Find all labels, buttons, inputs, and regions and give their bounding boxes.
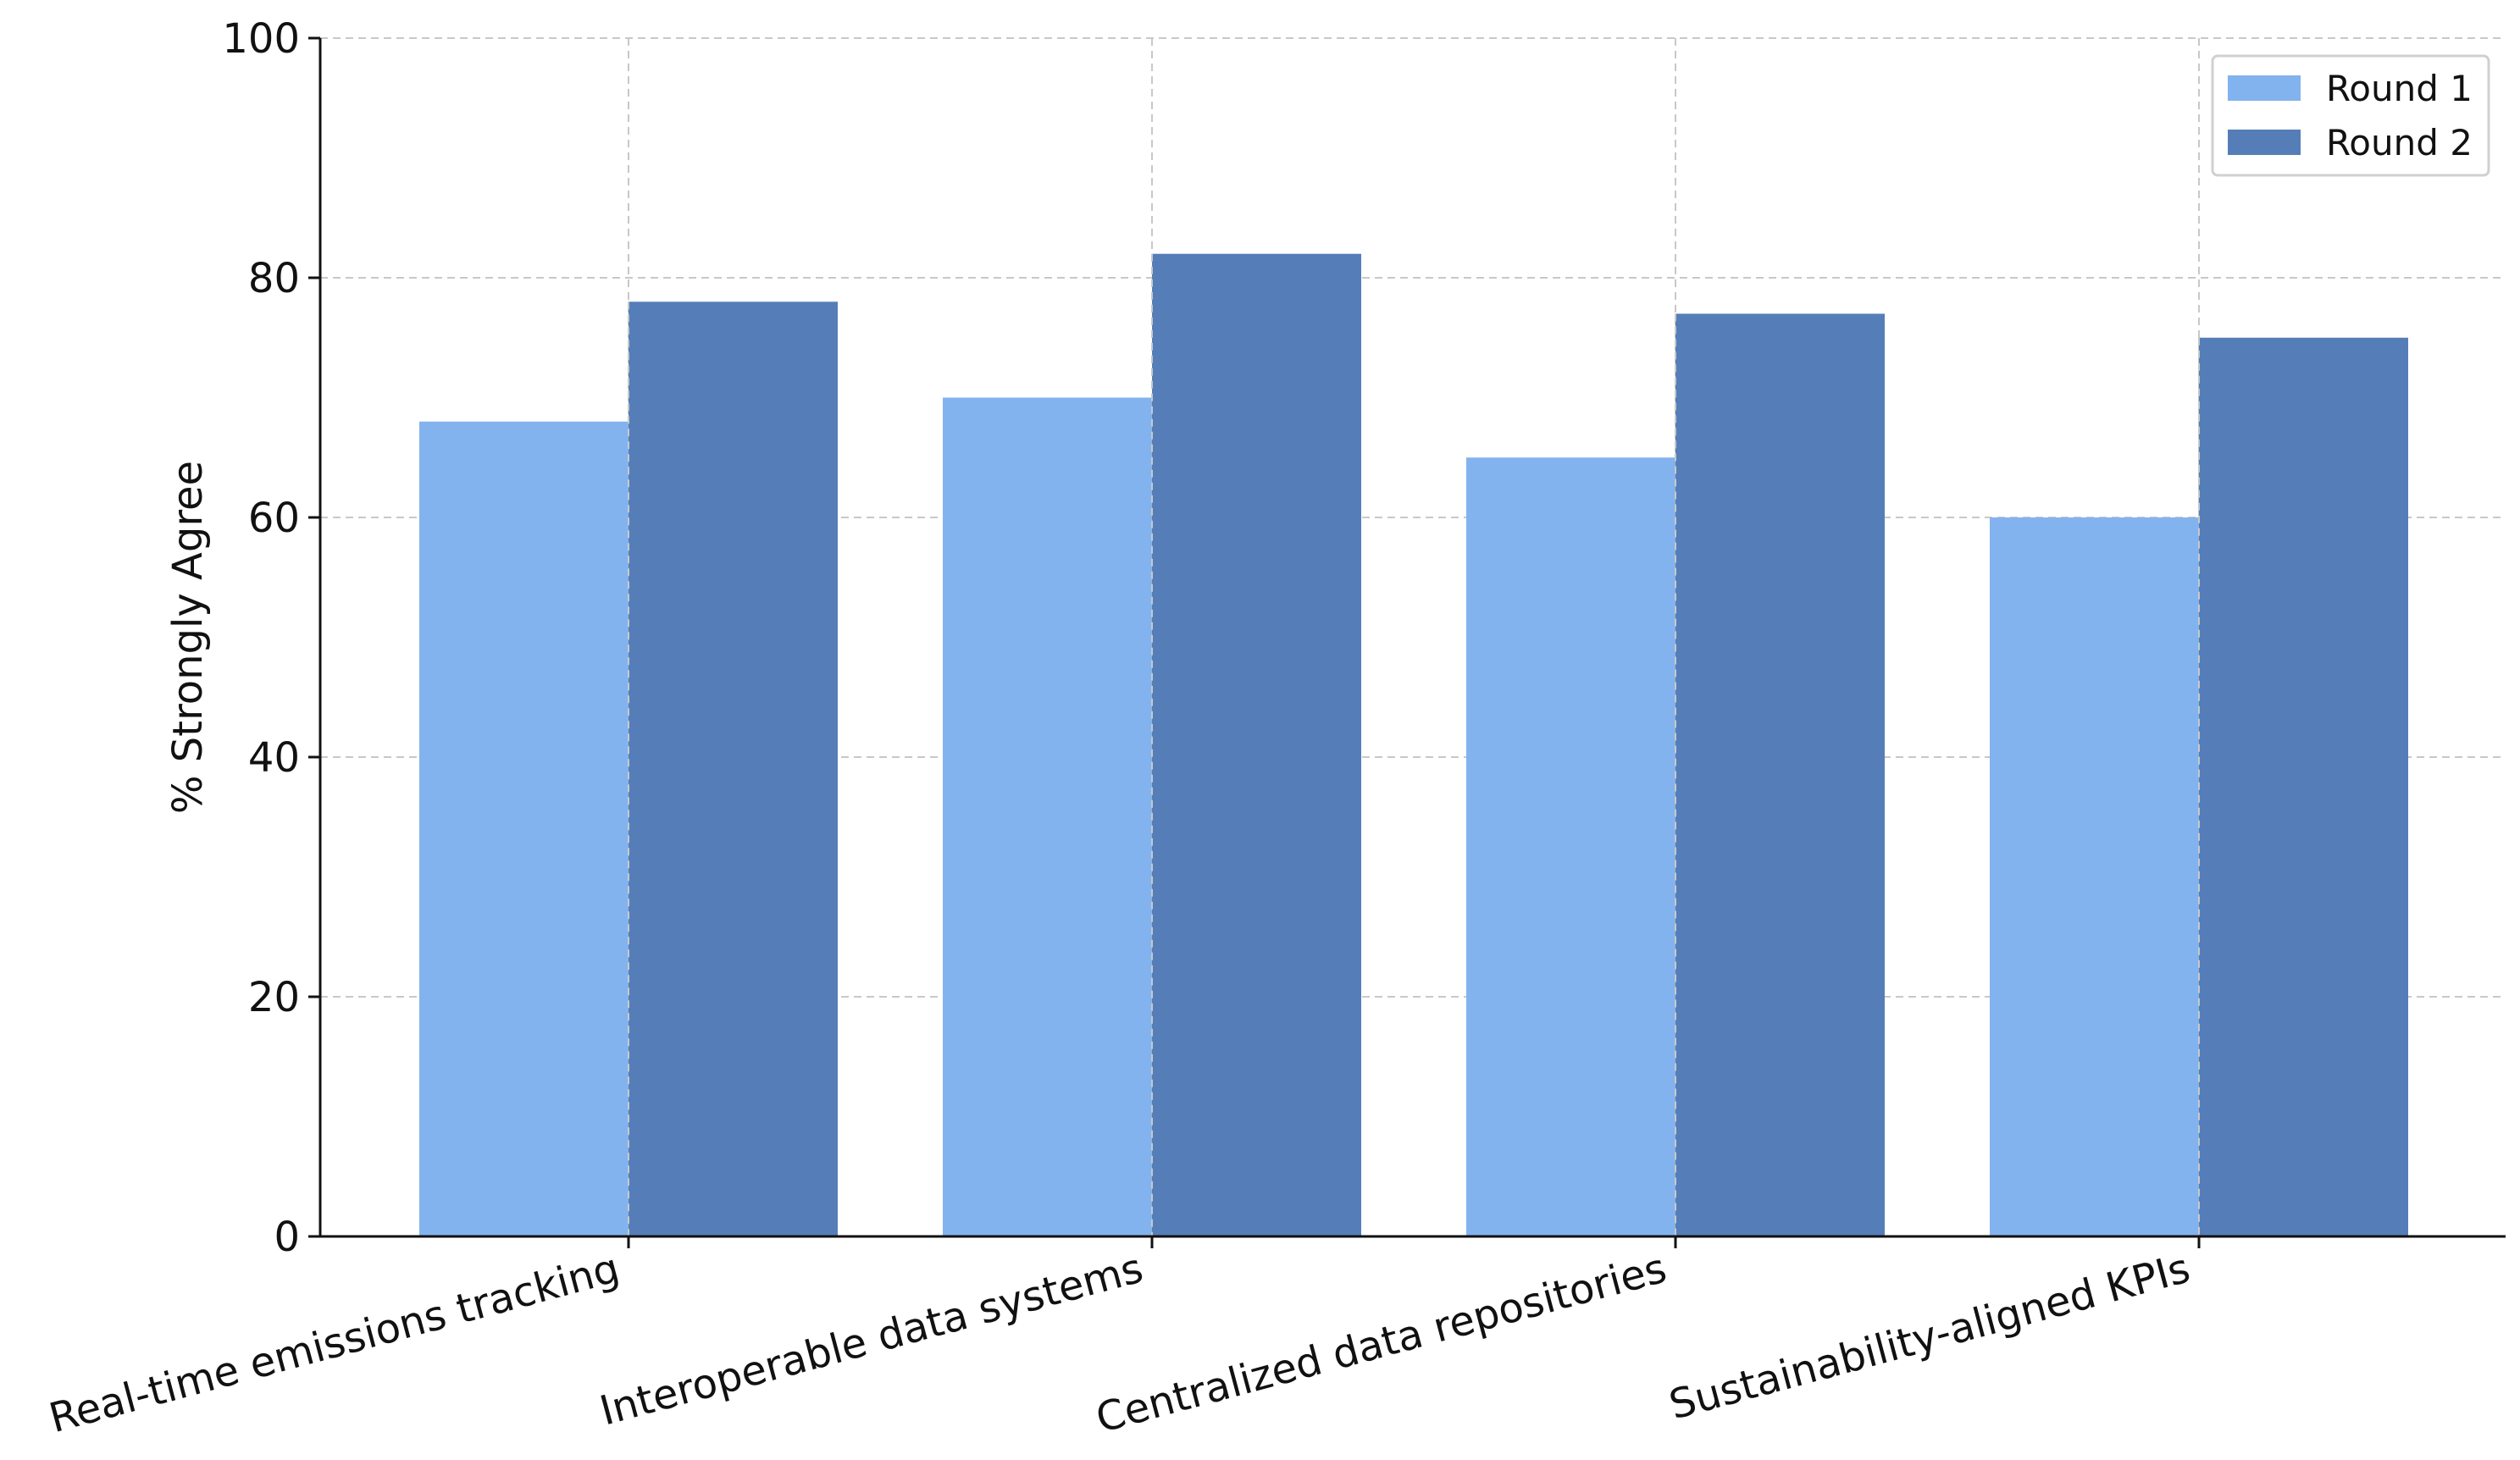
category-label-2: Interoperable data systems bbox=[595, 1244, 1148, 1435]
legend-label-2: Round 2 bbox=[2326, 122, 2473, 163]
bar-round-1-1 bbox=[419, 421, 629, 1236]
y-tick-label-60: 60 bbox=[248, 495, 300, 542]
bar-layer bbox=[419, 253, 2408, 1237]
bar-round-2-2 bbox=[1152, 253, 1361, 1237]
y-tick-label-100: 100 bbox=[222, 15, 300, 63]
bar-round-2-1 bbox=[629, 301, 838, 1236]
category-label-4: Sustainability-aligned KPIs bbox=[1664, 1244, 2195, 1429]
legend-swatch-2 bbox=[2228, 130, 2301, 155]
y-tick-label-40: 40 bbox=[248, 734, 300, 782]
category-label-3: Centralized data repositories bbox=[1091, 1244, 1671, 1442]
bar-round-1-3 bbox=[1466, 457, 1675, 1236]
axis-layer bbox=[308, 36, 2506, 1248]
bar-round-1-4 bbox=[1990, 517, 2199, 1236]
y-axis-title: % Strongly Agree bbox=[164, 461, 212, 814]
legend-label-1: Round 1 bbox=[2326, 68, 2473, 109]
y-tick-label-0: 0 bbox=[274, 1214, 300, 1261]
y-tick-label-80: 80 bbox=[248, 255, 300, 302]
bar-round-2-3 bbox=[1675, 313, 1885, 1237]
legend-swatch-1 bbox=[2228, 75, 2301, 101]
bar-round-2-4 bbox=[2199, 337, 2408, 1236]
y-tick-label-20: 20 bbox=[248, 974, 300, 1021]
bar-round-1-2 bbox=[943, 397, 1152, 1236]
legend: Round 1 Round 2 bbox=[2211, 54, 2490, 177]
category-label-1: Real-time emissions tracking bbox=[44, 1244, 624, 1442]
